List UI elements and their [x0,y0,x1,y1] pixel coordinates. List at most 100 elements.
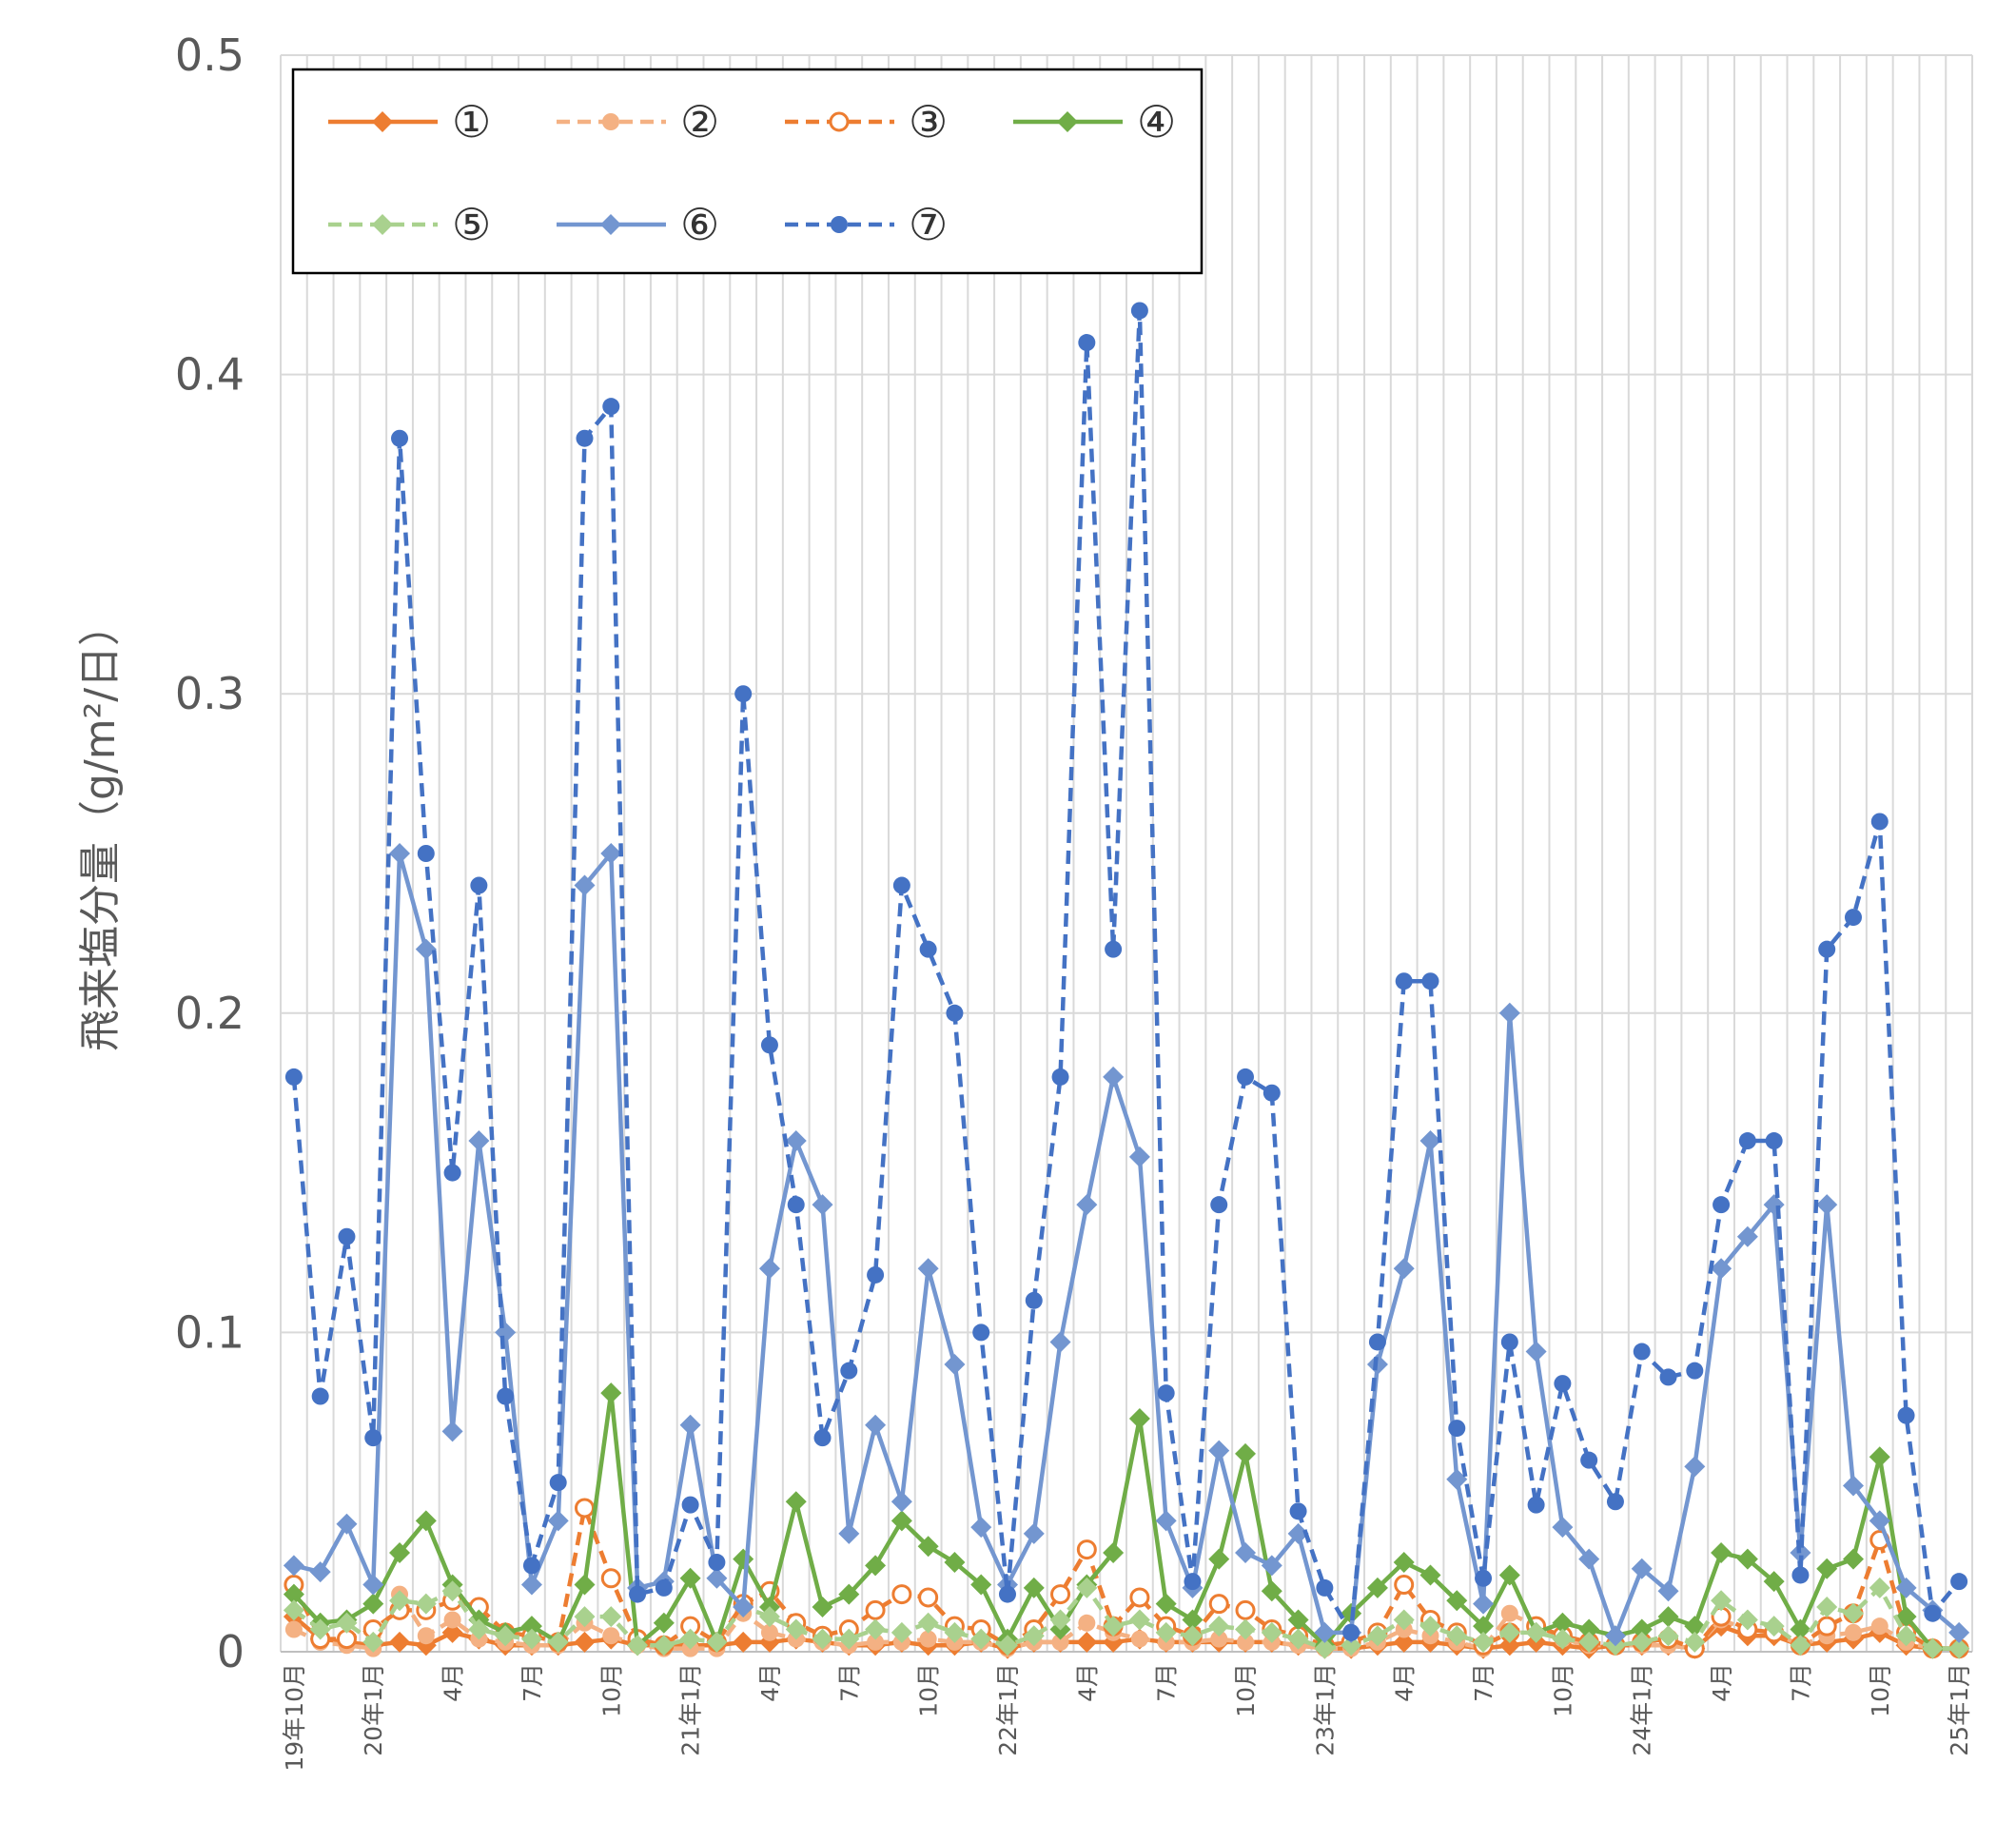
data-point [679,1414,701,1436]
data-point [1895,1577,1917,1598]
data-point [865,1555,887,1577]
data-point [468,1618,490,1640]
data-point [813,1429,832,1447]
legend-label: ④ [1137,96,1176,147]
data-point [1393,1552,1415,1574]
data-point [600,1606,622,1628]
data-point [1578,1548,1600,1570]
data-point [1419,1616,1441,1637]
data-point [389,1631,411,1653]
data-point [1498,1564,1520,1586]
legend-label: ① [452,96,491,147]
data-point [867,1265,885,1284]
data-point [600,1568,621,1589]
data-point [1393,1609,1415,1631]
data-point [891,1491,912,1513]
data-point [1448,1420,1466,1438]
data-point [1580,1451,1598,1469]
data-point [1552,1628,1574,1650]
data-point [497,1387,515,1405]
series-7 [284,302,1968,1641]
data-point [1366,1577,1388,1598]
data-point [1049,1331,1071,1353]
data-point [443,1611,461,1629]
data-point [867,1633,885,1651]
data-point [1051,1633,1069,1651]
data-point [1604,1625,1626,1647]
data-point [1711,1258,1732,1280]
data-point [1711,1541,1732,1563]
data-point [1554,1375,1572,1393]
x-tick-label: 4月 [440,1663,467,1702]
legend-marker [372,111,393,132]
data-point [917,1536,939,1558]
data-point [733,1597,754,1618]
data-point [1157,1384,1175,1402]
data-point [1210,1630,1228,1648]
data-point [1948,1637,1970,1659]
data-point [1870,813,1889,831]
data-point [1844,1623,1862,1641]
legend-item: ① [328,96,491,147]
data-point [812,1597,833,1618]
data-point [653,1612,675,1634]
data-point [1498,1621,1520,1643]
data-point [865,1618,887,1640]
data-point [391,429,409,447]
x-tick-label: 4月 [1708,1663,1735,1702]
data-point [1261,1555,1282,1577]
legend-marker [600,214,621,235]
data-point [1498,1002,1520,1024]
data-point [1684,1631,1706,1653]
data-point [1025,1291,1043,1309]
data-point [1395,972,1413,990]
data-point [574,1498,595,1519]
data-point [1631,1631,1653,1653]
data-point [1419,1130,1441,1152]
data-point [417,1627,435,1645]
data-point [1818,940,1836,958]
data-point [441,1580,463,1602]
data-point [1368,1333,1386,1351]
data-point [1711,1590,1732,1612]
data-point [1076,1194,1098,1216]
data-point [1446,1468,1468,1490]
data-point [1895,1606,1917,1628]
data-point [1287,1522,1309,1544]
data-point [311,1387,329,1405]
data-point [1237,1068,1255,1086]
legend-item: ⑦ [785,199,948,250]
data-point [415,1593,437,1615]
data-point [812,1628,833,1650]
data-point [1525,1341,1547,1362]
data-point [362,1593,384,1615]
data-point [1023,1522,1045,1544]
axes: 0 0.1 0.2 0.3 0.4 0.5 19年10月 20年1月 4月 7月 10月 21年1月 4… [175,29,1973,1772]
data-point [653,1635,675,1656]
y-tick-label: 0.2 [175,988,245,1039]
data-point [944,1621,966,1643]
legend: ① ② ③ ④ ⑤ ⑥ ⑦ [291,68,1204,275]
data-point [1657,1625,1679,1647]
data-point [1130,302,1148,320]
data-point [1684,1456,1706,1478]
data-point [1076,1539,1097,1560]
data-point [1182,1625,1204,1647]
data-point [1103,1616,1125,1637]
data-point [1314,1621,1336,1643]
data-point [1659,1368,1677,1386]
data-point [284,1620,303,1638]
data-point [1078,334,1096,352]
x-tick-label: 10月 [1232,1663,1260,1717]
data-point [495,1625,517,1647]
data-point [1235,1599,1256,1620]
data-point [733,1631,754,1653]
data-point [283,1555,304,1577]
data-point [1393,1258,1415,1280]
data-point [1527,1496,1545,1514]
data-point [1869,1510,1890,1532]
data-point [1790,1635,1811,1656]
x-tick-label: 10月 [915,1663,943,1717]
data-point [1473,1593,1495,1615]
